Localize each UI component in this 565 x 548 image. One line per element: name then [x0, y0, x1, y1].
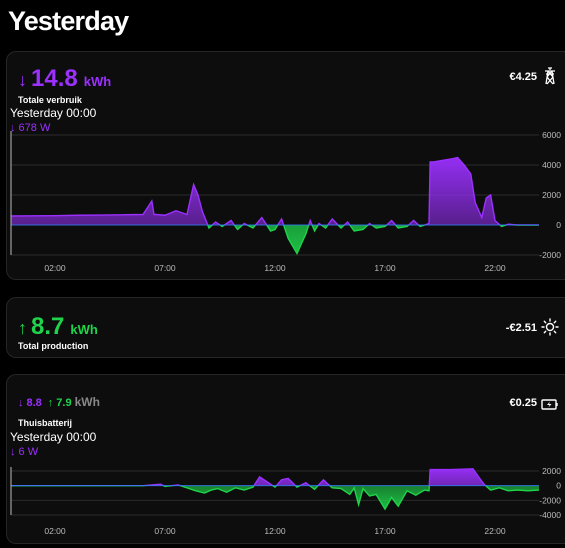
battery-charging-icon — [541, 399, 558, 410]
y-tick-label: 4000 — [542, 160, 561, 170]
consumption-value: 14.8 — [31, 65, 78, 92]
battery-card[interactable]: ↓ 8.8 ↑ 7.9 kWh Thuisbatterij Yesterday … — [6, 374, 565, 544]
up-arrow-icon: ↑ — [18, 318, 27, 338]
x-tick-label: 17:00 — [374, 526, 396, 536]
sun-icon — [541, 318, 559, 336]
battery-in-arrow: ↓ — [18, 397, 24, 409]
x-tick-label: 02:00 — [44, 526, 66, 536]
consumption-chart[interactable]: 6000 4000 2000 0 -2000 02:00 07:00 12:00 17:00 22… — [7, 130, 565, 280]
x-tick-label: 12:00 — [264, 526, 286, 536]
page-title: Yesterday — [8, 6, 129, 36]
power-pylon-icon — [545, 67, 555, 85]
battery-totals: ↓ 8.8 ↑ 7.9 kWh — [18, 395, 100, 409]
y-tick-label: 2000 — [542, 466, 561, 476]
consumption-cost: €4.25 — [509, 71, 537, 83]
battery-in-value: 8.8 — [26, 397, 42, 409]
battery-out-arrow: ↑ — [47, 397, 54, 409]
down-arrow-icon: ↓ — [18, 70, 27, 90]
x-tick-label: 07:00 — [154, 263, 176, 273]
production-card[interactable]: ↑ 8.7 kWh Total production -€2.51 — [6, 297, 565, 358]
y-tick-label: 0 — [556, 220, 561, 230]
consumption-unit: kWh — [83, 74, 112, 89]
consumption-card[interactable]: ↓ 14.8 kWh Totale verbruik Yesterday 00:… — [6, 51, 565, 280]
x-tick-label: 22:00 — [484, 526, 506, 536]
battery-time: Yesterday 00:00 — [10, 430, 97, 444]
battery-chart[interactable]: 2000 0 -2000 -4000 02:00 07:00 12:00 17:00 22:00 — [7, 453, 565, 543]
y-tick-label: 6000 — [542, 130, 561, 140]
battery-label: Thuisbatterij — [18, 418, 73, 428]
production-total: ↑ 8.7 kWh — [18, 313, 98, 341]
battery-unit: kWh — [74, 395, 100, 409]
consumption-area — [143, 468, 486, 486]
y-tick-label: 2000 — [542, 190, 561, 200]
production-value: 8.7 — [31, 313, 65, 340]
consumption-time: Yesterday 00:00 — [10, 106, 97, 120]
x-tick-label: 12:00 — [264, 263, 286, 273]
x-tick-label: 22:00 — [484, 263, 506, 273]
production-unit: kWh — [70, 322, 98, 337]
battery-cost: €0.25 — [509, 397, 537, 409]
y-tick-label: -2000 — [539, 495, 561, 505]
x-tick-label: 07:00 — [154, 526, 176, 536]
x-tick-label: 17:00 — [374, 263, 396, 273]
x-tick-label: 02:00 — [44, 263, 66, 273]
y-tick-label: -2000 — [539, 250, 561, 260]
y-tick-label: 0 — [556, 481, 561, 491]
production-label: Total production — [18, 341, 89, 351]
production-line — [11, 485, 540, 511]
consumption-label: Totale verbruik — [18, 95, 82, 105]
consumption-total: ↓ 14.8 kWh — [18, 65, 111, 93]
battery-power: ↓ 6 W — [10, 446, 39, 458]
consumption-area — [11, 157, 539, 225]
consumption-line — [11, 468, 487, 486]
production-cost: -€2.51 — [505, 322, 537, 334]
battery-out-value: 7.9 — [56, 397, 72, 409]
consumption-power: ↓ 678 W — [10, 122, 51, 134]
y-tick-label: -4000 — [539, 510, 561, 520]
consumption-line — [10, 156, 539, 225]
